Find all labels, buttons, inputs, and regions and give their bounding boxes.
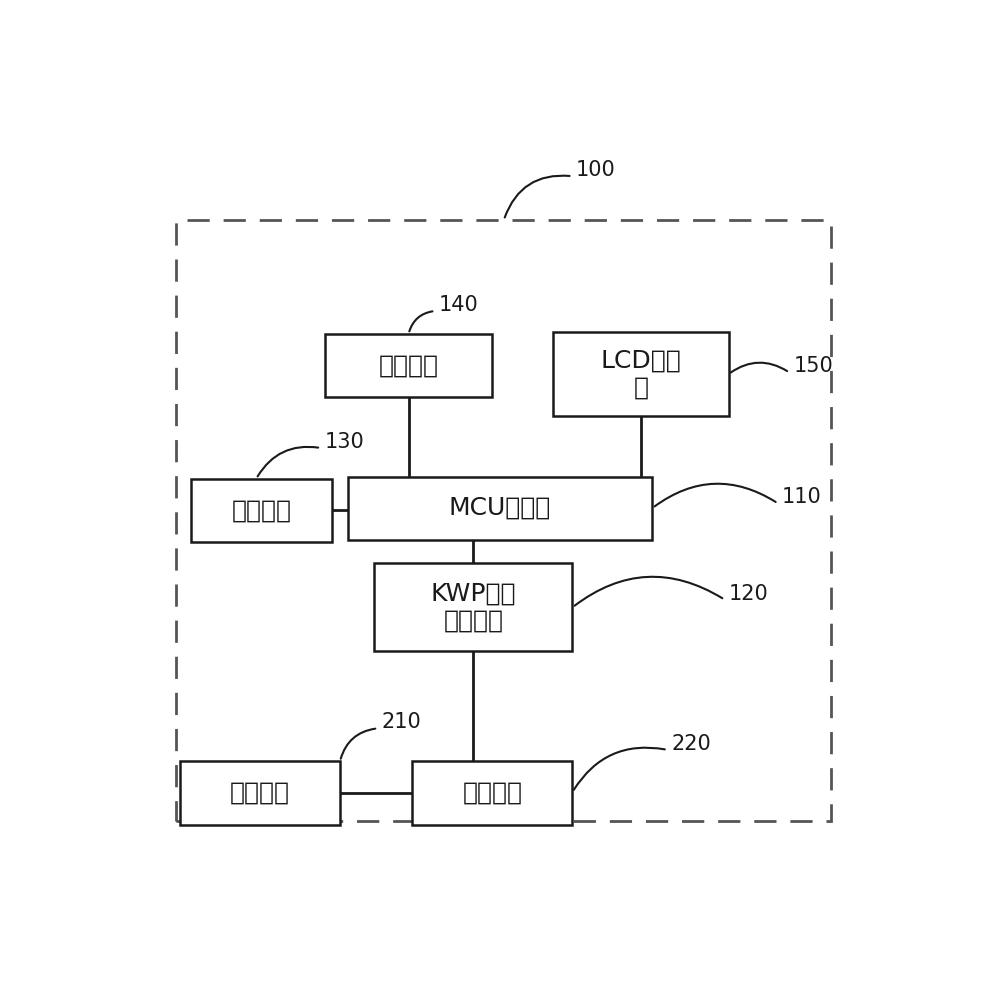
Bar (375, 563, 572, 651)
Text: 110: 110 (781, 487, 822, 507)
Text: 按键电路: 按键电路 (378, 354, 438, 378)
Text: 140: 140 (439, 295, 479, 315)
Bar (192, 479, 332, 542)
Text: 130: 130 (324, 432, 365, 452)
Bar (348, 477, 653, 540)
Text: MCU控制器: MCU控制器 (449, 496, 551, 520)
Text: KWP转换
接口电路: KWP转换 接口电路 (431, 581, 516, 633)
Bar (180, 761, 340, 825)
Text: 120: 120 (728, 584, 769, 604)
Text: 电控电路: 电控电路 (230, 781, 290, 805)
Bar (413, 761, 572, 825)
Text: 220: 220 (671, 734, 711, 754)
Text: LCD显示
屏: LCD显示 屏 (601, 348, 681, 400)
Text: 150: 150 (793, 356, 833, 376)
Text: 210: 210 (381, 712, 422, 732)
Bar (553, 332, 728, 416)
Text: 电源电路: 电源电路 (232, 498, 292, 522)
Text: 100: 100 (576, 160, 616, 180)
Text: 诊断接口: 诊断接口 (462, 781, 522, 805)
Bar (324, 334, 492, 397)
Bar (176, 220, 832, 821)
